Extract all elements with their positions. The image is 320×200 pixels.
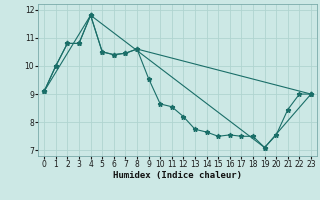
X-axis label: Humidex (Indice chaleur): Humidex (Indice chaleur) <box>113 171 242 180</box>
